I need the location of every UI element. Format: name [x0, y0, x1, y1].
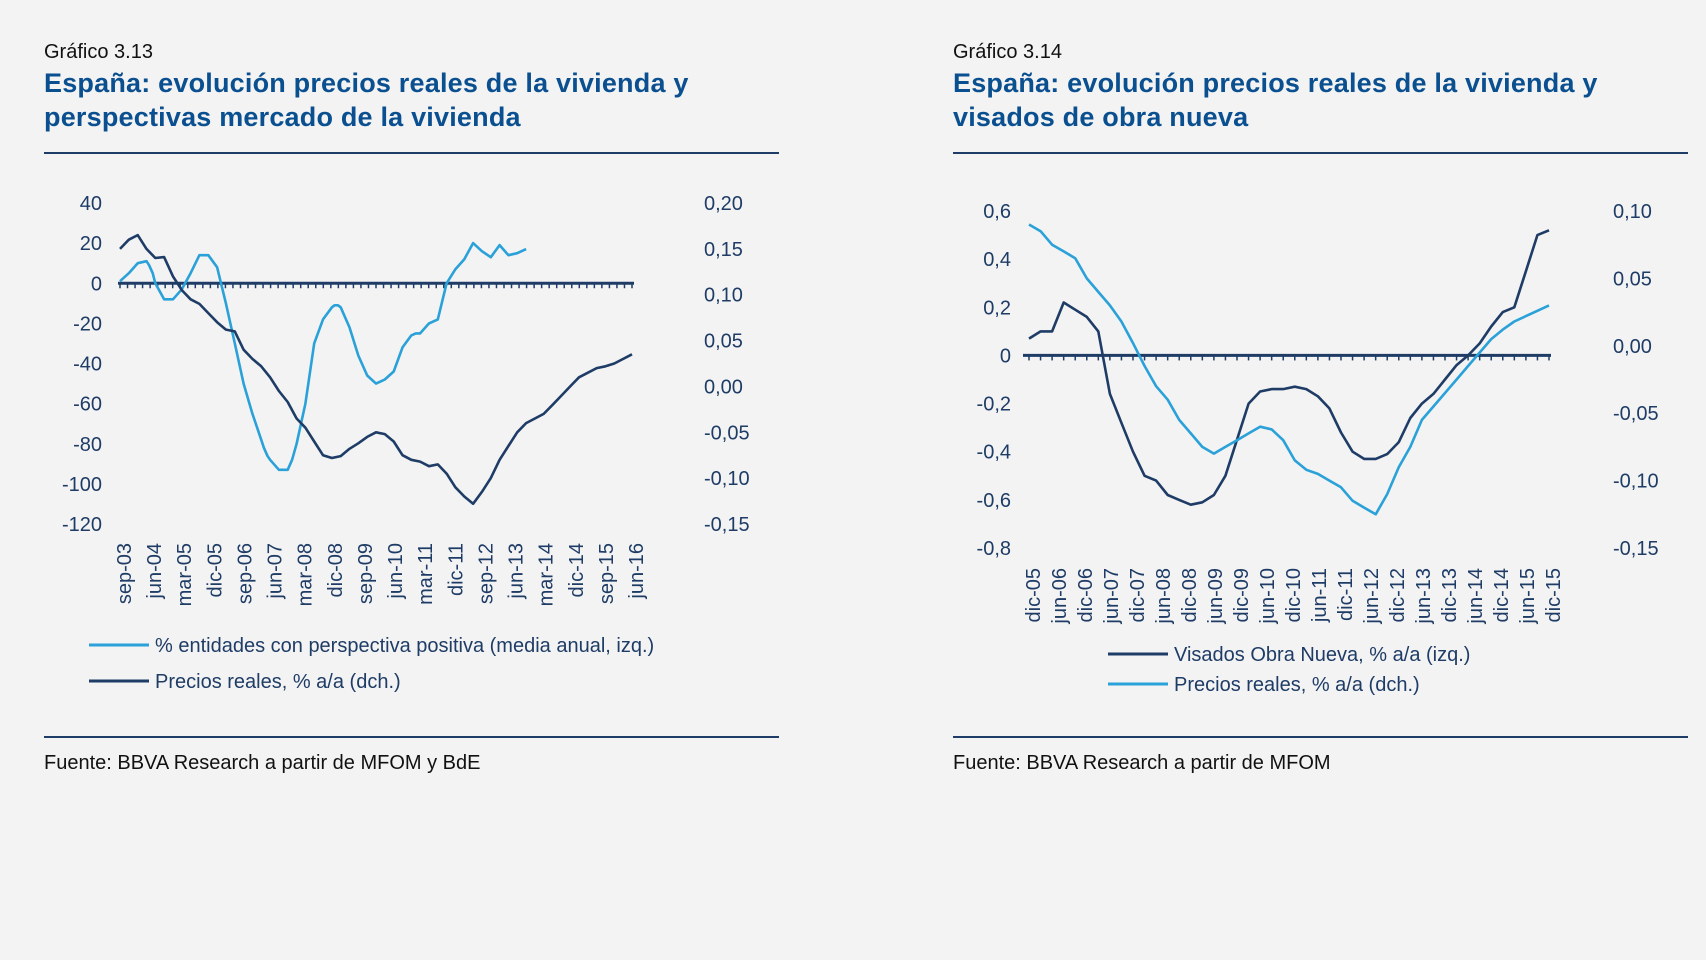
top-rule	[44, 152, 779, 154]
y-left-tick-label: -0,8	[977, 538, 1011, 560]
y-left-tick-label: 0	[1000, 345, 1011, 367]
x-tick-label: dic-06	[1075, 568, 1097, 622]
y-right-tick-label: 0,05	[704, 331, 743, 353]
top-rule	[953, 152, 1688, 154]
chart-title-line-2: visados de obra nueva	[953, 102, 1249, 132]
x-tick-label: dic-10	[1283, 568, 1305, 622]
y-left-tick-label: 0	[91, 273, 102, 295]
chart-title-line-1: España: evolución precios reales de la v…	[44, 68, 689, 98]
series-line-1	[119, 241, 527, 472]
x-tick-label: mar-14	[536, 543, 558, 606]
y-left-tick-label: 0,4	[983, 249, 1011, 271]
x-tick-label: sep-12	[475, 543, 497, 604]
x-tick-label: jun-07	[265, 543, 287, 600]
y-left-tick-label: 0,6	[983, 201, 1011, 223]
y-left-tick-label: -0,6	[977, 490, 1011, 512]
y-right-tick-label: -0,10	[704, 468, 750, 490]
x-tick-label: dic-11	[1335, 568, 1357, 621]
x-tick-label: sep-03	[114, 543, 136, 604]
y-right-tick-label: -0,15	[1613, 538, 1659, 560]
x-tick-label: jun-06	[1049, 568, 1071, 625]
chart-source: Fuente: BBVA Research a partir de MFOM	[953, 752, 1331, 774]
y-right-tick-label: 0,15	[704, 239, 743, 261]
chart-caption: Gráfico 3.14	[953, 41, 1062, 63]
x-tick-label: sep-15	[596, 543, 618, 604]
y-right-tick-label: 0,10	[704, 285, 743, 307]
legend-label: Visados Obra Nueva, % a/a (izq.)	[1174, 644, 1470, 666]
x-tick-label: dic-15	[1543, 568, 1565, 622]
y-left-tick-label: -0,4	[977, 442, 1011, 464]
y-left-tick-label: -60	[73, 394, 102, 416]
x-tick-label: jun-12	[1361, 568, 1383, 625]
series-line-2	[1028, 223, 1550, 516]
chart-title-line-2: perspectivas mercado de la vivienda	[44, 102, 521, 132]
x-tick-label: sep-09	[355, 543, 377, 604]
x-tick-label: jun-09	[1205, 568, 1227, 625]
y-left-tick-label: -40	[73, 354, 102, 376]
y-left-tick-label: 40	[80, 193, 102, 215]
series-line-1	[1028, 229, 1550, 506]
x-tick-label: jun-13	[1413, 568, 1435, 625]
bottom-rule	[953, 736, 1688, 738]
chart-source: Fuente: BBVA Research a partir de MFOM y…	[44, 752, 481, 774]
y-left-tick-label: -80	[73, 434, 102, 456]
line-chart: 40 20 0 -20 -40 -60 -80 -100 -120 0,20 0,15 0,10 0,0…	[62, 193, 750, 693]
x-tick-label: mar-08	[295, 543, 317, 606]
x-tick-label: jun-16	[626, 543, 648, 600]
y-right-tick-label: -0,10	[1613, 471, 1659, 493]
y-left-tick-label: -0,2	[977, 394, 1011, 416]
y-right-tick-label: -0,15	[704, 514, 750, 536]
x-tick-label: dic-05	[204, 543, 226, 597]
y-right-tick-label: 0,05	[1613, 268, 1652, 290]
x-tick-label: jun-11	[1309, 568, 1331, 623]
x-tick-label: dic-05	[1023, 568, 1045, 622]
x-tick-label: dic-12	[1387, 568, 1409, 622]
x-tick-label: jun-04	[144, 543, 166, 600]
chart-caption: Gráfico 3.13	[44, 41, 153, 63]
x-tick-label: dic-14	[1491, 568, 1513, 622]
y-right-tick-label: 0,00	[704, 376, 743, 398]
x-tick-label: dic-14	[566, 543, 588, 597]
chart-title: España: evolución precios reales de la v…	[953, 66, 1688, 134]
chart-panel-3-14: Gráfico 3.14 España: evolución precios r…	[953, 40, 1688, 800]
chart-title-line-1: España: evolución precios reales de la v…	[953, 68, 1598, 98]
y-left-tick-label: -100	[62, 474, 102, 496]
x-tick-label: dic-09	[1231, 568, 1253, 622]
line-chart: 0,6 0,4 0,2 0 -0,2 -0,4 -0,6 -0,8 0,10 0,05 0,00 -0…	[977, 201, 1659, 696]
x-tick-label: dic-08	[1179, 568, 1201, 622]
series-line-2	[119, 233, 633, 506]
x-tick-label: jun-07	[1101, 568, 1123, 625]
y-right-tick-label: -0,05	[1613, 403, 1659, 425]
bottom-rule	[44, 736, 779, 738]
legend-label: % entidades con perspectiva positiva (me…	[155, 635, 654, 657]
x-tick-label: sep-06	[234, 543, 256, 604]
legend-label: Precios reales, % a/a (dch.)	[155, 671, 401, 693]
x-tick-label: jun-08	[1153, 568, 1175, 625]
y-left-tick-label: 20	[80, 233, 102, 255]
chart-title: España: evolución precios reales de la v…	[44, 66, 779, 134]
x-tick-label: dic-11	[445, 543, 467, 596]
x-tick-label: dic-07	[1127, 568, 1149, 622]
y-right-tick-label: -0,05	[704, 422, 750, 444]
y-left-tick-label: 0,2	[983, 297, 1011, 319]
x-tick-label: dic-13	[1439, 568, 1461, 622]
y-left-tick-label: -120	[62, 514, 102, 536]
y-left-tick-label: -20	[73, 313, 102, 335]
chart-panel-3-13: Gráfico 3.13 España: evolución precios r…	[44, 40, 779, 800]
x-tick-label: jun-10	[385, 543, 407, 600]
x-tick-label: jun-10	[1257, 568, 1279, 625]
x-tick-label: mar-11	[415, 543, 437, 605]
y-right-tick-label: 0,00	[1613, 336, 1652, 358]
x-tick-label: jun-14	[1465, 568, 1487, 625]
x-tick-label: dic-08	[325, 543, 347, 597]
y-right-tick-label: 0,20	[704, 193, 743, 215]
x-tick-label: mar-05	[174, 543, 196, 606]
legend-label: Precios reales, % a/a (dch.)	[1174, 674, 1420, 696]
y-right-tick-label: 0,10	[1613, 201, 1652, 223]
x-tick-label: jun-15	[1517, 568, 1539, 625]
x-tick-label: jun-13	[506, 543, 528, 600]
